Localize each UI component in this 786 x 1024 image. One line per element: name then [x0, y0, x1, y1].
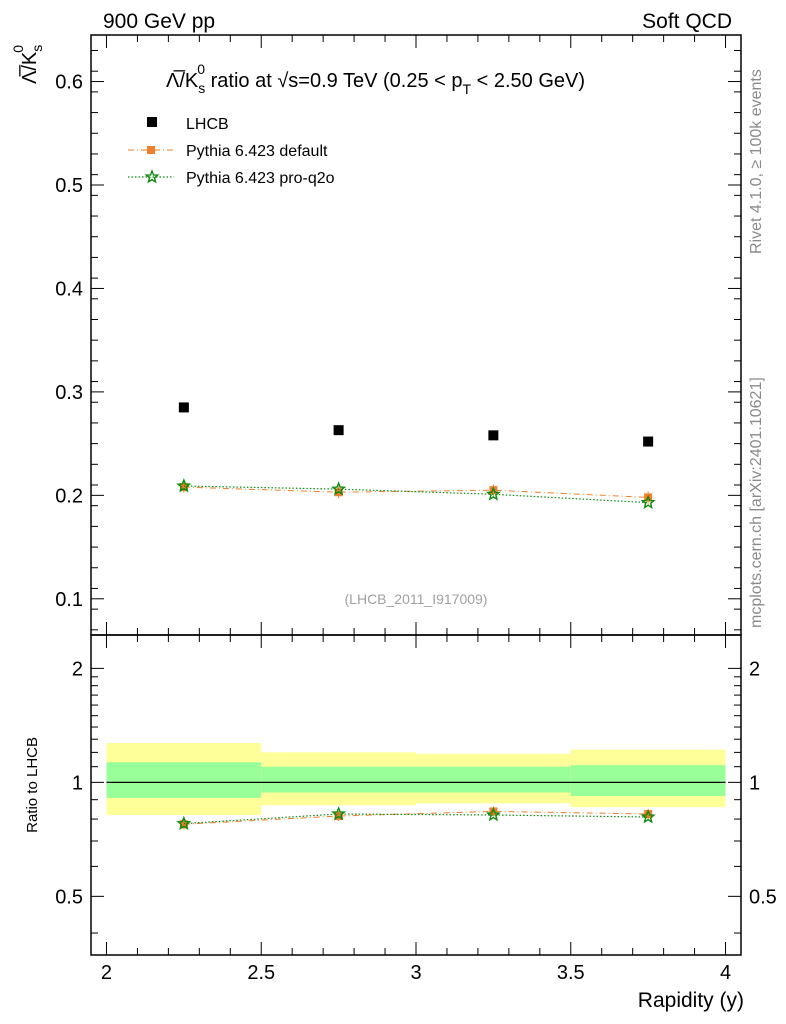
marker-default — [179, 483, 188, 492]
band-inner — [416, 766, 571, 793]
legend-label-proq2o: Pythia 6.423 pro-q2o — [186, 170, 335, 187]
title-part-post: < 2.50 GeV) — [471, 70, 585, 92]
title-sup-0: 0 — [197, 61, 205, 77]
marker-proq2o — [331, 481, 347, 496]
mcplots-label: mcplots.cern.ch [arXiv:2401.10621] — [748, 377, 765, 628]
band-inner — [261, 766, 416, 793]
xtick-label: 2.5 — [247, 962, 275, 984]
main-ytick-label: 0.5 — [55, 175, 83, 197]
ratio-marker-default — [489, 807, 498, 816]
xtick-label: 3.5 — [557, 962, 585, 984]
title-sub-t: T — [463, 81, 472, 97]
chart-title: Λ̅/Ks 0 ratio at √s=0.9 TeV (0.25 < pT < … — [166, 61, 585, 97]
ylabel-main: Λ̅/K — [18, 51, 41, 84]
ratio-ytick-label-right: 1 — [749, 772, 760, 794]
series-line-proq2o — [183, 485, 649, 504]
ratio-ytick-label-left: 2 — [72, 658, 83, 680]
ratio-y-label: Ratio to LHCB — [24, 737, 41, 833]
ratio-axis-ticks: 0.5 0.5 1 1 2 2 2 2.5 3 3.5 4 — [55, 635, 777, 984]
main-ytick-label: 0.2 — [55, 485, 83, 507]
ratio-frame — [90, 634, 742, 956]
marker-proq2o — [176, 478, 192, 493]
header-left: 900 GeV pp — [103, 10, 215, 33]
ratio-data-layer — [176, 806, 656, 831]
ylabel-sub: s — [29, 45, 45, 52]
title-sub-s: s — [198, 80, 205, 96]
legend-label-default: Pythia 6.423 default — [186, 143, 328, 160]
legend: LHCB Pythia 6.423 default Pythia 6.423 p… — [128, 116, 335, 187]
xtick-label: 2 — [101, 962, 112, 984]
ratio-marker-default — [179, 820, 188, 829]
header-right: Soft QCD — [642, 10, 732, 33]
legend-marker-default — [147, 146, 155, 154]
ratio-marker-proq2o — [640, 809, 656, 824]
main-ytick-label: 0.6 — [55, 72, 83, 94]
main-axis-ticks: 0.1 0.2 0.3 0.4 0.5 0.6 — [55, 35, 741, 635]
legend-marker-proq2o — [144, 169, 160, 184]
ylabel-sup: 0 — [10, 45, 26, 53]
xtick-label: 3 — [410, 962, 421, 984]
ratio-marker-proq2o — [331, 806, 347, 821]
marker-proq2o — [485, 486, 501, 501]
band-inner — [570, 765, 726, 797]
ratio-marker-proq2o — [485, 807, 501, 822]
rivet-label: Rivet 4.1.0, ≥ 100k events — [748, 69, 765, 254]
main-ytick-label: 0.4 — [55, 278, 83, 300]
ratio-panel: 0.5 0.5 1 1 2 2 2 2.5 3 3.5 4 Ratio to LHCB Rapidi… — [24, 634, 777, 1012]
legend-marker-lhcb — [147, 117, 157, 127]
ratio-line-proq2o — [183, 813, 649, 825]
ratio-ytick-label-left: 0.5 — [55, 886, 83, 908]
title-part-pre: Λ̅/K — [166, 69, 199, 92]
ratio-marker-default — [644, 809, 653, 818]
ratio-ytick-label-right: 2 — [749, 658, 760, 680]
ratio-ytick-label-left: 1 — [72, 772, 83, 794]
ratio-bands — [106, 743, 726, 815]
ratio-ytick-label-right: 0.5 — [749, 886, 777, 908]
main-y-label: Λ̅/Ks0 — [10, 45, 45, 84]
title-part-mid: ratio at √s=0.9 TeV (0.25 < p — [205, 70, 462, 92]
main-ytick-label: 0.1 — [55, 589, 83, 611]
marker-lhcb — [488, 430, 499, 441]
marker-lhcb — [643, 436, 654, 447]
marker-proq2o — [640, 494, 656, 509]
band-inner — [106, 762, 262, 798]
xtick-label: 4 — [720, 962, 731, 984]
ratio-marker-proq2o — [176, 815, 192, 831]
main-panel: 0.10.20.30.40.50.6 Λ̅/Ks0 ratio at √s=0.… — [10, 34, 742, 636]
main-data-layer — [176, 402, 656, 509]
legend-label-lhcb: LHCB — [186, 116, 229, 133]
analysis-watermark: (LHCB_2011_I917009) — [345, 591, 488, 607]
marker-lhcb — [178, 402, 189, 413]
marker-lhcb — [333, 425, 344, 436]
main-ytick-label: 0.3 — [55, 382, 83, 404]
x-axis-label: Rapidity (y) — [638, 989, 744, 1012]
